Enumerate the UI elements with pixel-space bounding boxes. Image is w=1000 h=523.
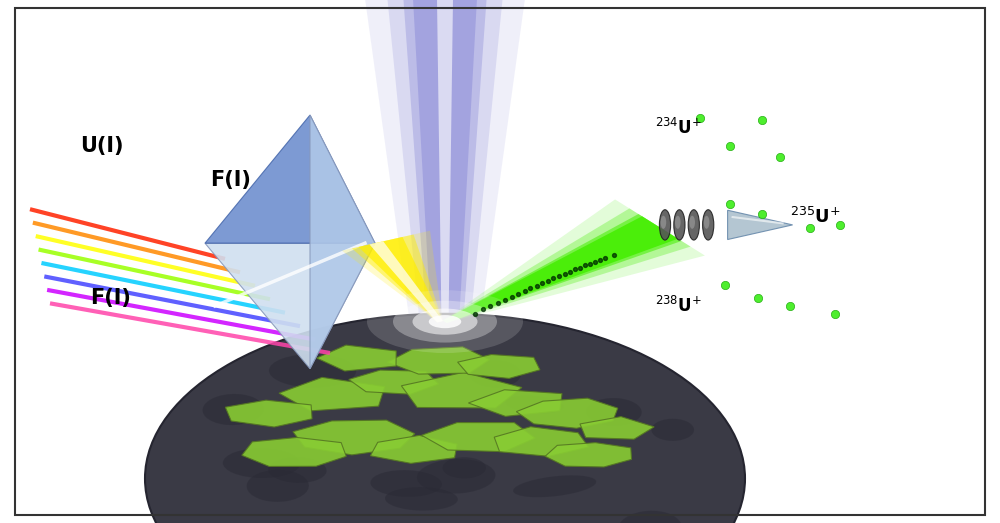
Text: $^{235}$U$^{+}$: $^{235}$U$^{+}$ — [790, 207, 841, 227]
Ellipse shape — [618, 511, 682, 523]
Polygon shape — [437, 0, 453, 324]
Polygon shape — [443, 217, 678, 323]
Text: F(I): F(I) — [90, 288, 131, 308]
Polygon shape — [403, 0, 487, 324]
Polygon shape — [443, 214, 682, 323]
Polygon shape — [580, 417, 654, 439]
Polygon shape — [443, 209, 691, 323]
Ellipse shape — [247, 470, 309, 502]
Ellipse shape — [675, 216, 681, 229]
Polygon shape — [494, 427, 589, 456]
Polygon shape — [317, 345, 396, 371]
Ellipse shape — [674, 210, 685, 240]
Text: U(I): U(I) — [80, 137, 124, 156]
Ellipse shape — [703, 210, 714, 240]
Ellipse shape — [513, 475, 596, 497]
Ellipse shape — [393, 301, 497, 343]
Ellipse shape — [651, 419, 694, 441]
Polygon shape — [387, 347, 490, 374]
Polygon shape — [369, 241, 443, 322]
Polygon shape — [342, 231, 443, 322]
Text: $^{234}$U$^{+}$: $^{234}$U$^{+}$ — [655, 118, 702, 138]
Ellipse shape — [223, 448, 300, 478]
Ellipse shape — [506, 395, 564, 414]
Ellipse shape — [269, 354, 356, 388]
Polygon shape — [358, 237, 443, 322]
Ellipse shape — [442, 457, 486, 479]
Ellipse shape — [385, 487, 458, 510]
Ellipse shape — [413, 309, 478, 335]
Ellipse shape — [688, 210, 699, 240]
Ellipse shape — [417, 459, 495, 494]
Polygon shape — [293, 420, 415, 455]
Polygon shape — [422, 423, 535, 452]
Ellipse shape — [586, 398, 642, 426]
Ellipse shape — [203, 394, 264, 425]
Polygon shape — [458, 355, 540, 379]
Polygon shape — [242, 437, 346, 467]
Polygon shape — [279, 378, 385, 411]
Ellipse shape — [268, 457, 327, 483]
Ellipse shape — [429, 315, 461, 328]
Polygon shape — [205, 115, 375, 243]
Ellipse shape — [367, 290, 523, 353]
Polygon shape — [205, 243, 375, 369]
Ellipse shape — [145, 314, 745, 523]
Polygon shape — [364, 0, 526, 324]
Polygon shape — [352, 234, 443, 322]
Polygon shape — [413, 0, 478, 324]
Polygon shape — [443, 199, 705, 323]
Polygon shape — [728, 210, 793, 240]
Ellipse shape — [661, 216, 666, 229]
Polygon shape — [516, 398, 618, 428]
Polygon shape — [225, 400, 312, 427]
Polygon shape — [370, 436, 457, 463]
Polygon shape — [349, 370, 439, 394]
Ellipse shape — [704, 216, 709, 229]
Polygon shape — [310, 115, 375, 369]
Ellipse shape — [659, 210, 671, 240]
Polygon shape — [386, 0, 504, 324]
Polygon shape — [401, 372, 522, 408]
Ellipse shape — [370, 470, 442, 497]
Ellipse shape — [689, 216, 695, 229]
Text: F(I): F(I) — [210, 170, 251, 190]
Text: $^{238}$U$^{+}$: $^{238}$U$^{+}$ — [655, 296, 702, 316]
Polygon shape — [545, 442, 632, 467]
Polygon shape — [468, 390, 562, 416]
Ellipse shape — [469, 360, 521, 388]
